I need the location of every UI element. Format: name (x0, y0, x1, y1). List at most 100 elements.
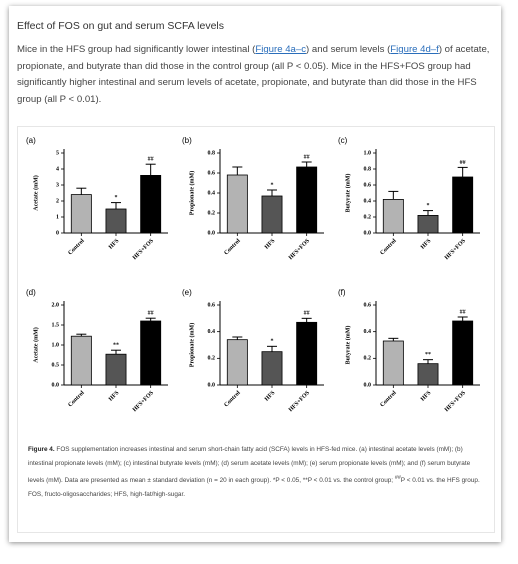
error-bar (232, 166, 243, 175)
figure: (a) Acetate (mM) 0 1 2 3 4 5 Control * HFS ## HFS+FO… (17, 126, 495, 533)
error-bar (76, 333, 87, 337)
y-tick-label: 0.2 (208, 356, 216, 362)
y-tick-label: 0 (56, 230, 59, 236)
bar (452, 176, 474, 234)
y-tick-label: 0.4 (208, 190, 216, 196)
x-tick-label: Control (67, 238, 86, 257)
y-tick-label: 1 (56, 214, 59, 220)
error-bar (145, 163, 156, 176)
y-tick-label: 0.8 (364, 166, 372, 172)
significance: * (271, 182, 274, 188)
y-tick-label: 0.6 (364, 302, 372, 308)
significance: * (115, 195, 118, 201)
caption-text: P < 0.01 vs. the HFS group. FOS, fructo-… (28, 477, 480, 499)
x-tick-label: Control (223, 238, 242, 257)
y-tick-label: 0.0 (208, 230, 216, 236)
error-bar (232, 336, 243, 340)
text: Mice in the HFS group had significantly … (17, 44, 256, 55)
figure-link[interactable]: Figure 4d–f (390, 44, 439, 55)
y-axis-label: Butyrate (mM) (344, 174, 351, 213)
x-tick-label: HFS+FOS (288, 238, 312, 262)
y-tick-label: 0.5 (52, 362, 60, 368)
y-axis-label: Acetate (mM) (32, 327, 39, 362)
bar (296, 321, 318, 386)
x-tick-label: HFS (108, 238, 121, 251)
y-tick-label: 2 (56, 198, 59, 204)
superscript: ## (394, 475, 401, 481)
y-tick-label: 0.6 (208, 170, 216, 176)
y-tick-label: 3 (56, 182, 59, 188)
error-bar (267, 189, 277, 196)
x-tick-label: HFS+FOS (132, 390, 156, 414)
panel-label: (f) (338, 288, 346, 297)
x-tick-label: HFS (108, 390, 121, 403)
y-tick-label: 0.4 (364, 198, 372, 204)
y-tick-label: 0.8 (208, 150, 216, 156)
significance: ## (148, 311, 154, 317)
error-bar (388, 337, 399, 341)
article-card: Effect of FOS on gut and serum SCFA leve… (9, 6, 501, 542)
error-bar (111, 202, 121, 209)
bar (382, 199, 404, 234)
x-tick-label: Control (379, 390, 398, 409)
text: ) and serum levels ( (306, 44, 391, 55)
significance: ** (113, 343, 119, 349)
bar (140, 320, 162, 386)
caption-label: Figure 4. (28, 446, 55, 453)
y-tick-label: 0.0 (52, 382, 60, 388)
error-bar (301, 317, 312, 323)
significance: ** (425, 352, 431, 358)
significance: ## (460, 160, 466, 166)
bar (417, 215, 439, 234)
panel-label: (a) (26, 136, 36, 145)
figure-link[interactable]: Figure 4a–c (255, 44, 307, 55)
bar (382, 340, 404, 386)
bar (226, 339, 248, 386)
significance: * (427, 203, 430, 209)
bar (452, 320, 474, 386)
y-tick-label: 0.2 (364, 356, 372, 362)
bar (70, 335, 92, 386)
y-tick-label: 4 (56, 166, 59, 172)
error-bar (301, 161, 312, 167)
error-bar (457, 316, 468, 321)
section-heading: Effect of FOS on gut and serum SCFA leve… (17, 20, 224, 32)
y-axis-label: Butyrate (mM) (344, 326, 351, 365)
error-bar (457, 166, 468, 177)
caption-text: FOS supplementation increases intestinal… (28, 446, 471, 485)
bar (296, 166, 318, 234)
error-bar (423, 210, 433, 216)
y-tick-label: 5 (56, 150, 59, 156)
text: ) of acetate, propionate, and butyrate t… (17, 44, 490, 105)
paragraph: Mice in the HFS group had significantly … (17, 42, 495, 108)
y-tick-label: 0.6 (208, 302, 216, 308)
bar-chart: (f) Butyrate (mM) 0.0 0.2 0.4 0.6 Control ** HFS… (338, 288, 480, 413)
y-tick-label: 0.0 (364, 382, 372, 388)
bar-chart: (e) Propionate (mM) 0.0 0.2 0.4 0.6 Control * HF… (182, 288, 324, 413)
panel-label: (d) (26, 288, 36, 297)
caption: Figure 4. FOS supplementation increases … (28, 443, 483, 502)
significance: ## (460, 309, 466, 315)
y-tick-label: 0.4 (208, 329, 216, 335)
x-tick-label: HFS (420, 390, 433, 403)
x-tick-label: HFS (264, 390, 277, 403)
x-tick-label: HFS (420, 238, 433, 251)
x-tick-label: HFS (264, 238, 277, 251)
bar-chart: (c) Butyrate (mM) 0.0 0.2 0.4 0.6 0.8 1.0 Contro… (338, 136, 480, 261)
error-bar (388, 190, 399, 200)
error-bar (267, 345, 277, 352)
y-tick-label: 0.0 (208, 382, 216, 388)
x-tick-label: HFS+FOS (132, 238, 156, 262)
bar (140, 175, 162, 234)
y-tick-label: 0.2 (364, 214, 372, 220)
y-tick-label: 1.0 (52, 342, 60, 348)
bar-chart: (a) Acetate (mM) 0 1 2 3 4 5 Control * HFS ## HFS+FO… (26, 136, 168, 262)
significance: ## (304, 154, 310, 160)
panel-label: (e) (182, 288, 192, 297)
x-tick-label: Control (67, 390, 86, 409)
bar-chart: (b) Propionate (mM) 0.0 0.2 0.4 0.6 0.8 Control… (182, 136, 324, 262)
x-tick-label: Control (223, 390, 242, 409)
y-tick-label: 0.4 (364, 329, 372, 335)
y-tick-label: 1.0 (364, 150, 372, 156)
